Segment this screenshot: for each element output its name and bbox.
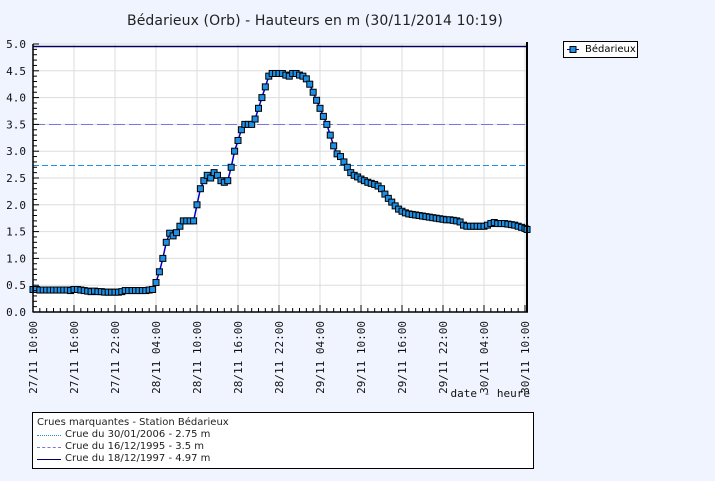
y-tick-label: 2.0 — [6, 199, 26, 212]
data-point-marker — [330, 142, 338, 150]
dotted-line-swatch-icon — [37, 434, 61, 436]
legend-series-label: Bédarieux — [585, 44, 636, 55]
series-bedarieux — [29, 69, 531, 296]
y-tick-label: 0.5 — [6, 279, 26, 292]
reference-item-1995: Crue du 16/12/1995 - 3.5 m — [37, 441, 533, 453]
data-point-marker — [306, 80, 314, 88]
data-point-marker — [155, 268, 163, 276]
data-point-marker — [258, 94, 266, 102]
x-tick-label: 30/11 04:00 — [478, 321, 491, 394]
y-tick-label: 5.0 — [6, 38, 26, 51]
data-point-marker — [162, 238, 170, 246]
data-point-marker — [309, 88, 317, 96]
dashed-line-swatch-icon — [37, 446, 61, 448]
chart-title: Bédarieux (Orb) - Hauteurs en m (30/11/2… — [127, 13, 503, 29]
data-point-marker — [149, 285, 157, 293]
data-point-marker — [313, 96, 321, 104]
reference-item-1997: Crue du 18/12/1997 - 4.97 m — [37, 453, 533, 465]
y-tick-label: 4.0 — [6, 92, 26, 105]
y-tick-label: 2.5 — [6, 172, 26, 185]
y-tick-label: 3.0 — [6, 145, 26, 158]
data-point-marker — [316, 104, 324, 112]
data-point-marker — [326, 131, 334, 139]
data-point-marker — [323, 120, 331, 128]
axes — [32, 42, 528, 313]
y-tick-label: 4.5 — [6, 65, 26, 78]
x-tick-label: 30/11 10:00 — [519, 321, 532, 394]
x-axis-label: date - heure — [451, 387, 530, 400]
data-point-marker — [193, 201, 201, 209]
reference-floods-box: Crues marquantes - Station Bédarieux Cru… — [32, 412, 534, 469]
data-point-marker — [173, 229, 180, 237]
x-tick-label: 29/11 04:00 — [314, 321, 327, 394]
x-tick-label: 29/11 22:00 — [437, 321, 450, 394]
x-tick-label: 29/11 16:00 — [396, 321, 409, 394]
series-marker-icon — [567, 46, 579, 53]
reference-lines — [33, 45, 527, 166]
data-point-marker — [231, 147, 239, 155]
series-legend: Bédarieux — [563, 41, 638, 58]
x-tick-label: 28/11 10:00 — [191, 321, 204, 394]
solid-line-swatch-icon — [37, 458, 61, 460]
x-tick-label: 27/11 10:00 — [27, 321, 40, 394]
y-axis-ticks: 0.0 0.5 1.0 1.5 2.0 2.5 3.0 3.5 4.0 4.5 5.0 — [6, 38, 26, 319]
data-point-marker — [152, 279, 160, 287]
y-tick-label: 1.0 — [6, 252, 26, 265]
data-point-marker — [234, 136, 242, 144]
x-tick-label: 27/11 16:00 — [68, 321, 81, 394]
x-axis-ticks: 27/11 10:00 27/11 16:00 27/11 22:00 28/11 0… — [27, 321, 532, 394]
y-tick-label: 1.5 — [6, 226, 26, 239]
data-point-marker — [196, 185, 204, 193]
data-point-marker — [227, 163, 235, 171]
reference-box-title: Crues marquantes - Station Bédarieux — [37, 417, 229, 428]
y-tick-label: 0.0 — [6, 306, 26, 319]
data-point-marker — [190, 217, 198, 225]
y-tick-label: 3.5 — [6, 118, 26, 131]
x-tick-label: 28/11 16:00 — [232, 321, 245, 394]
data-point-marker — [251, 115, 259, 123]
data-point-marker — [224, 177, 232, 185]
data-point-marker — [255, 104, 262, 112]
x-tick-label: 28/11 04:00 — [150, 321, 163, 394]
reference-item-2006: Crue du 30/01/2006 - 2.75 m — [37, 429, 533, 441]
data-point-marker — [261, 83, 269, 91]
data-point-marker — [159, 254, 167, 262]
x-tick-label: 28/11 22:00 — [273, 321, 286, 394]
data-point-marker — [319, 112, 327, 120]
x-tick-label: 27/11 22:00 — [109, 321, 122, 394]
x-tick-label: 29/11 10:00 — [355, 321, 368, 394]
